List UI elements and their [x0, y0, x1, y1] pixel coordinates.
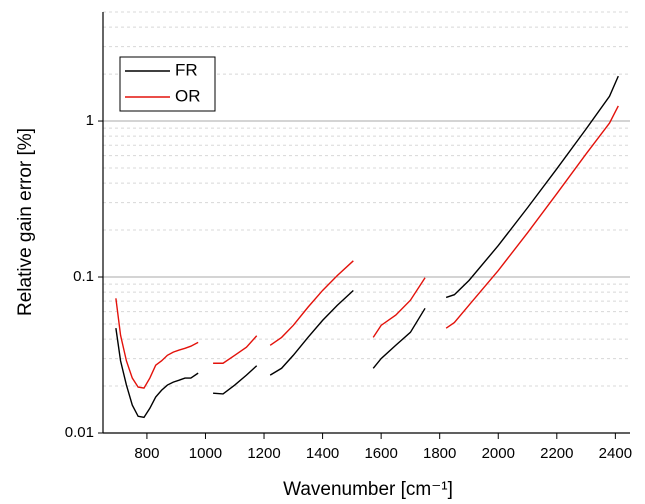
legend-box [119, 56, 216, 112]
x-tick-label: 1000 [189, 445, 222, 462]
x-tick-label: 2400 [599, 445, 632, 462]
y-tick-label: 0.01 [65, 424, 94, 441]
x-tick-label: 1600 [364, 445, 397, 462]
x-tick-label: 800 [134, 445, 159, 462]
data-line [115, 75, 619, 419]
x-tick-label: 1200 [247, 445, 280, 462]
y-tick-label: 1 [86, 112, 94, 129]
x-tick-label: 1400 [306, 445, 339, 462]
y-tick-label: 0.1 [73, 268, 94, 285]
y-axis-title: Relative gain error [%] [15, 128, 36, 316]
legend-label: FR [175, 60, 198, 79]
x-axis-title: Wavenumber [cm⁻¹] [283, 479, 453, 500]
data-line [115, 105, 619, 389]
x-tick-label: 1800 [423, 445, 456, 462]
x-tick-label: 2000 [482, 445, 515, 462]
x-tick-label: 2200 [540, 445, 573, 462]
legend-label: OR [175, 86, 201, 105]
